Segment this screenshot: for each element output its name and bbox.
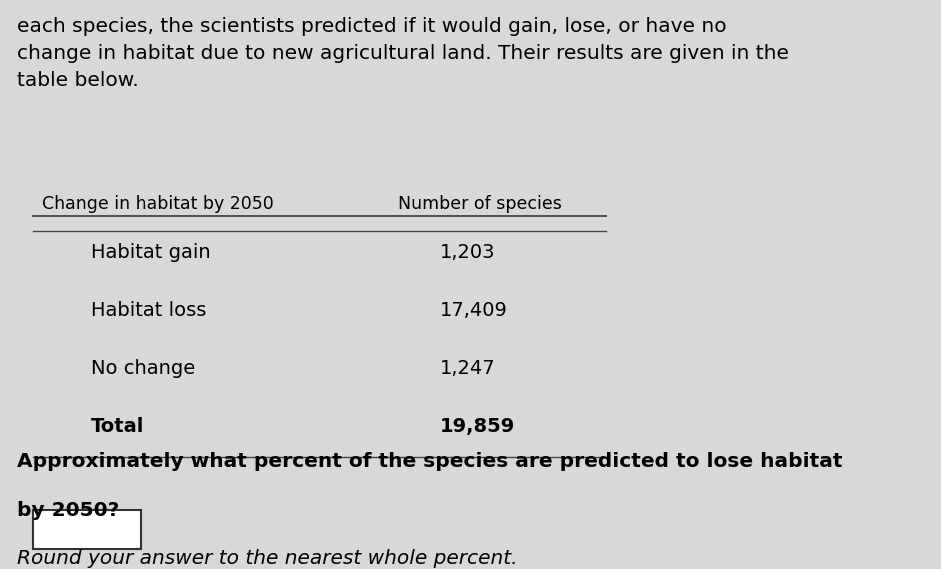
- Text: Round your answer to the nearest whole percent.: Round your answer to the nearest whole p…: [17, 549, 518, 568]
- FancyBboxPatch shape: [33, 510, 141, 549]
- Text: Habitat loss: Habitat loss: [91, 301, 207, 320]
- Text: by 2050?: by 2050?: [17, 501, 119, 519]
- Text: 17,409: 17,409: [440, 301, 508, 320]
- Text: Approximately what percent of the species are predicted to lose habitat: Approximately what percent of the specie…: [17, 452, 842, 471]
- Text: each species, the scientists predicted if it would gain, lose, or have no
change: each species, the scientists predicted i…: [17, 17, 789, 90]
- Text: Number of species: Number of species: [398, 195, 563, 213]
- Text: No change: No change: [91, 359, 196, 378]
- Text: Habitat gain: Habitat gain: [91, 243, 211, 262]
- Text: 1,203: 1,203: [440, 243, 496, 262]
- Text: 1,247: 1,247: [440, 359, 496, 378]
- Text: Change in habitat by 2050: Change in habitat by 2050: [41, 195, 273, 213]
- Text: 19,859: 19,859: [440, 418, 516, 436]
- Text: Total: Total: [91, 418, 145, 436]
